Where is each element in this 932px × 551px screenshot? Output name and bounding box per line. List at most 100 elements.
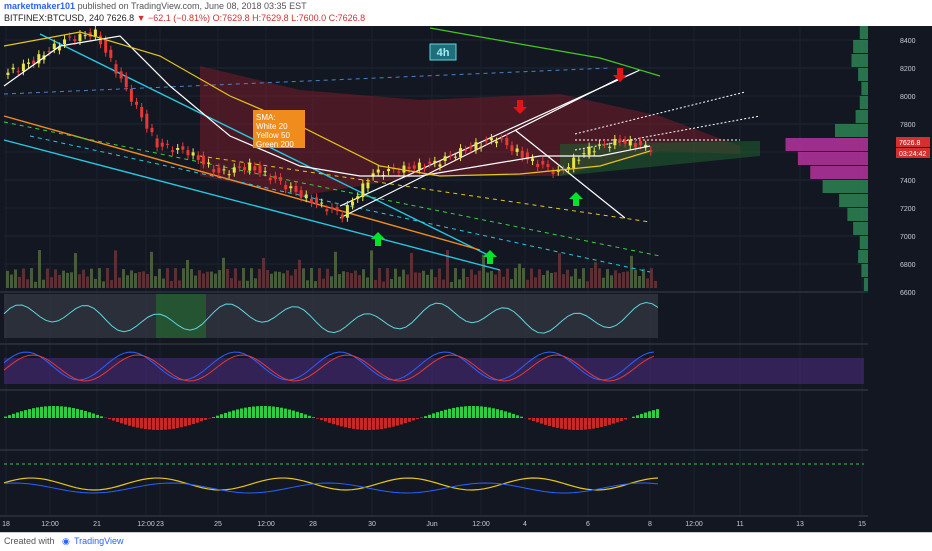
time-tick-label: 4 (523, 521, 527, 528)
volume-bar (534, 277, 537, 288)
candle-body (17, 71, 20, 72)
macd-hist-bar (612, 418, 615, 424)
macd-hist-bar (8, 415, 11, 418)
candle-body (130, 89, 133, 102)
volume-bar (442, 280, 445, 288)
macd-hist-bar (324, 418, 327, 421)
volume-bar (22, 269, 25, 288)
volume-bar (54, 269, 57, 288)
candle-body (114, 64, 117, 73)
candle-body (176, 148, 179, 150)
volume-profile-bar (861, 264, 868, 277)
volume-bar (422, 271, 425, 288)
volume-bar (386, 268, 389, 288)
tradingview-brand[interactable]: TradingView (74, 536, 124, 546)
candle-body (444, 156, 447, 161)
macd-hist-bar (136, 418, 139, 428)
volume-bar (50, 277, 53, 288)
candle-body (289, 186, 292, 188)
macd-hist-bar (488, 407, 491, 418)
candle-body (104, 40, 107, 53)
time-tick-label: 11 (736, 521, 743, 528)
volume-bar (154, 276, 157, 288)
sma-legend-yellow: Yellow 50 (256, 131, 291, 140)
volume-bar (238, 281, 241, 288)
macd-hist-bar (472, 406, 475, 418)
macd-hist-bar (400, 418, 403, 424)
volume-bar (246, 281, 249, 288)
volume-bar (10, 275, 13, 288)
macd-hist-bar (76, 409, 79, 418)
volume-bar (498, 270, 501, 288)
volume-bar (158, 269, 161, 288)
volume-bar (106, 268, 109, 288)
candle-body (135, 102, 138, 105)
macd-hist-bar (344, 418, 347, 427)
macd-hist-bar (240, 408, 243, 418)
macd-hist-bar (356, 418, 359, 429)
macd-hist-bar (544, 418, 547, 425)
volume-bar (14, 270, 17, 288)
price-tick-label: 6600 (900, 290, 916, 297)
macd-hist-bar (516, 415, 519, 418)
volume-bar (634, 270, 637, 288)
macd-hist-bar (644, 413, 647, 418)
macd-hist-bar (364, 418, 367, 430)
volume-bar (226, 269, 229, 288)
volume-bar (338, 274, 341, 288)
candle-body (624, 140, 627, 144)
volume-bar (454, 268, 457, 288)
volume-bar (398, 277, 401, 288)
candle-body (598, 144, 601, 145)
time-tick-label: 12:00 (472, 521, 490, 528)
macd-hist-bar (184, 418, 187, 426)
macd-hist-bar (80, 410, 83, 418)
volume-bar (642, 269, 645, 288)
macd-hist-bar (632, 417, 635, 418)
macd-hist-bar (484, 407, 487, 418)
time-tick-label: Jun (426, 521, 437, 528)
candle-body (181, 146, 184, 149)
price-axis: 6600680070007200740076007800800082008400 (868, 26, 932, 532)
volume-bar (462, 269, 465, 288)
volume-bar (586, 281, 589, 288)
volume-bar (126, 275, 129, 288)
macd-hist-bar (120, 418, 123, 423)
volume-profile-bar (786, 138, 869, 151)
candle-body (63, 39, 66, 44)
candle-body (150, 128, 153, 132)
macd-hist-bar (592, 418, 595, 429)
candle-body (68, 37, 71, 38)
candle-body (207, 163, 210, 164)
volume-bar (582, 268, 585, 288)
macd-hist-bar (428, 415, 431, 418)
candle-body (480, 147, 483, 148)
macd-hist-bar (132, 418, 135, 427)
volume-bar (370, 250, 373, 288)
sma-legend-white: White 20 (256, 122, 288, 131)
macd-hist-bar (500, 410, 503, 418)
volume-bar (138, 272, 141, 288)
chart-canvas[interactable]: 4060100.000050.00000.00000.0000-100.0000… (0, 26, 932, 532)
volume-bar (514, 268, 517, 288)
volume-bar (526, 280, 529, 288)
candle-body (109, 50, 112, 58)
volume-bar (94, 279, 97, 288)
macd-hist-bar (208, 418, 211, 419)
author-link[interactable]: marketmaker101 (4, 1, 75, 11)
volume-profile-bar (858, 250, 868, 263)
volume-bar (282, 273, 285, 288)
candle-body (546, 164, 549, 167)
volume-bar (178, 280, 181, 288)
volume-bar (278, 272, 281, 288)
macd-hist-bar (456, 407, 459, 418)
macd-hist-bar (304, 414, 307, 418)
volume-bar (74, 253, 77, 288)
macd-hist-bar (468, 406, 471, 418)
volume-bar (230, 278, 233, 288)
price-tick-label: 7000 (900, 234, 916, 241)
volume-bar (322, 279, 325, 288)
candle-body (145, 114, 148, 129)
candle-body (613, 139, 616, 145)
candle-body (264, 171, 267, 172)
